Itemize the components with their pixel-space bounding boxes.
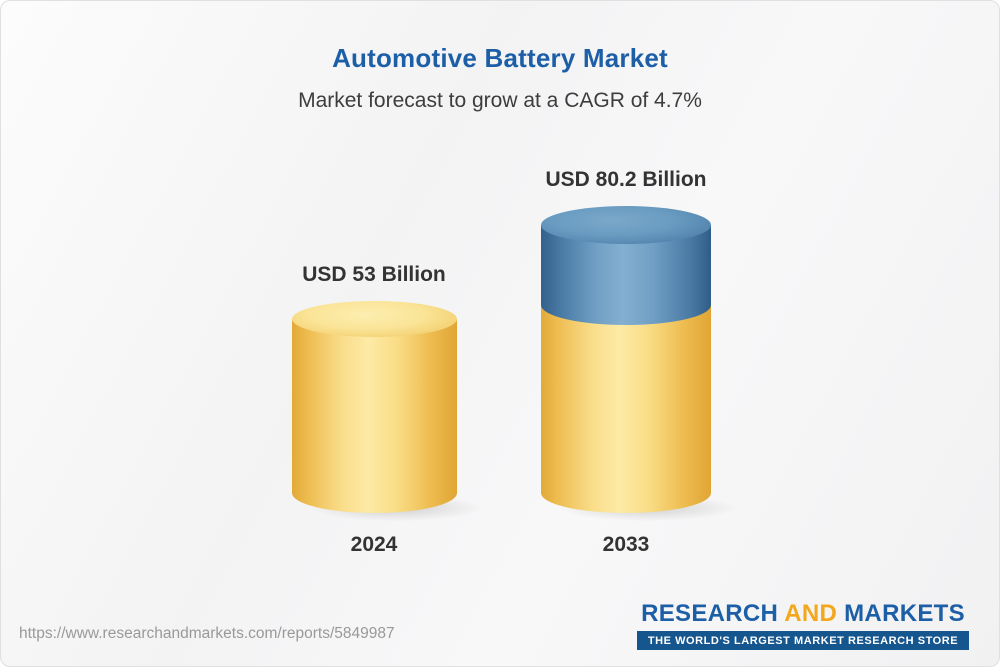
logo-word-research: RESEARCH	[641, 600, 779, 627]
bar-2033-top-ellipse	[541, 206, 711, 244]
bar-2033-base-segment	[541, 304, 711, 513]
bar-2024-cylinder	[292, 301, 487, 522]
bar-2024-top-ellipse	[292, 301, 457, 337]
logo-wordmark: RESEARCH AND MARKETS	[637, 600, 969, 628]
bar-value-label-2024: USD 53 Billion	[302, 263, 446, 286]
logo-word-markets: MARKETS	[844, 600, 965, 627]
chart-subtitle: Market forecast to grow at a CAGR of 4.7…	[298, 89, 702, 112]
research-and-markets-logo: RESEARCH AND MARKETS THE WORLD'S LARGEST…	[637, 600, 969, 650]
bar-2033-cylinder	[541, 206, 741, 522]
bar-value-label-2033: USD 80.2 Billion	[545, 168, 707, 191]
report-url: https://www.researchandmarkets.com/repor…	[19, 625, 395, 642]
x-axis-label-2024: 2024	[350, 533, 398, 556]
bar-2024-body	[292, 319, 457, 513]
logo-tagline: THE WORLD'S LARGEST MARKET RESEARCH STOR…	[637, 631, 969, 650]
chart-title: Automotive Battery Market	[332, 43, 668, 73]
x-axis-label-2033: 2033	[602, 533, 650, 556]
logo-word-and: AND	[784, 600, 838, 627]
